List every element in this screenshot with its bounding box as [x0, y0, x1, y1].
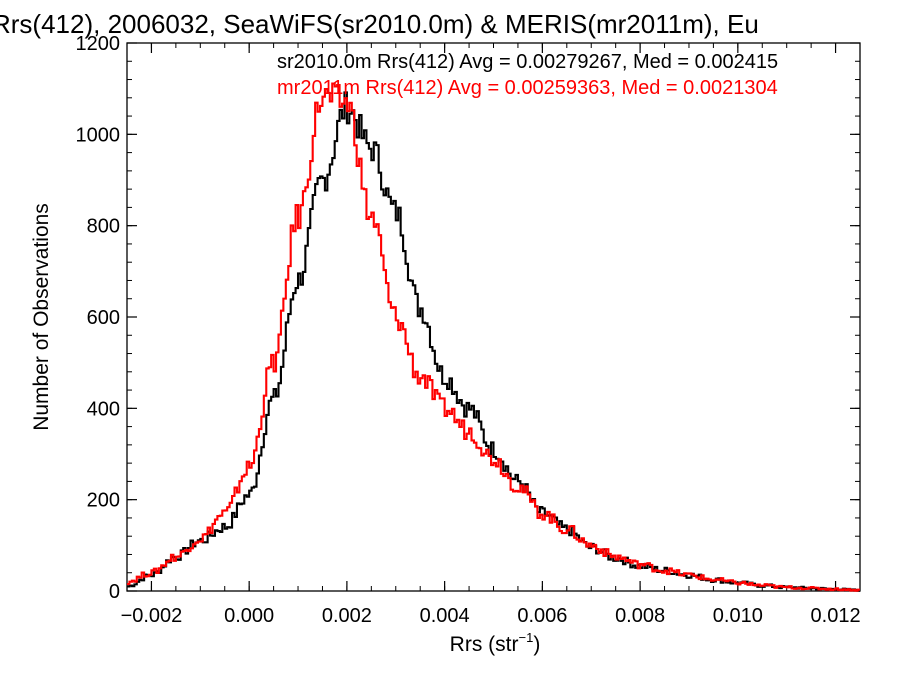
y-tick-label: 1000: [76, 124, 121, 146]
y-tick-label: 600: [87, 307, 120, 329]
x-tick-label: 0.006: [517, 605, 567, 627]
y-tick-label: 400: [87, 398, 120, 420]
y-tick-label: 800: [87, 216, 120, 238]
legend-entry-mr2011: mr2011m Rrs(412) Avg = 0.00259363, Med =…: [277, 77, 778, 99]
series-line-mr2011m: [127, 82, 860, 592]
x-tick-label: 0.012: [811, 605, 861, 627]
chart-title: Rrs(412), 2006032, SeaWiFS(sr2010.0m) & …: [0, 9, 759, 39]
x-tick-label: −0.002: [121, 605, 183, 627]
x-tick-label: 0.010: [713, 605, 763, 627]
y-tick-label: 1200: [76, 33, 121, 55]
x-axis-label: Rrs (str−1): [450, 630, 541, 656]
y-axis-ticks: 0 200 400 600 800 1000 1200: [76, 33, 860, 603]
legend-entry-sr2010: sr2010.0m Rrs(412) Avg = 0.00279267, Med…: [277, 51, 778, 73]
x-tick-label: 0.002: [322, 605, 372, 627]
x-tick-label: 0.000: [224, 605, 274, 627]
series-group: [127, 82, 860, 592]
x-tick-label: 0.008: [615, 605, 665, 627]
x-axis-ticks: −0.002 0.000 0.002 0.004 0.006 0.008 0.010 0.01…: [121, 43, 861, 627]
x-axis-label-superscript: −1: [519, 630, 534, 645]
y-tick-label: 200: [87, 490, 120, 512]
x-axis-label-close: ): [533, 633, 540, 656]
y-axis-label: Number of Observations: [30, 203, 53, 431]
x-tick-label: 0.004: [420, 605, 470, 627]
y-tick-label: 0: [109, 581, 120, 603]
x-axis-label-main: Rrs (str: [450, 633, 519, 656]
